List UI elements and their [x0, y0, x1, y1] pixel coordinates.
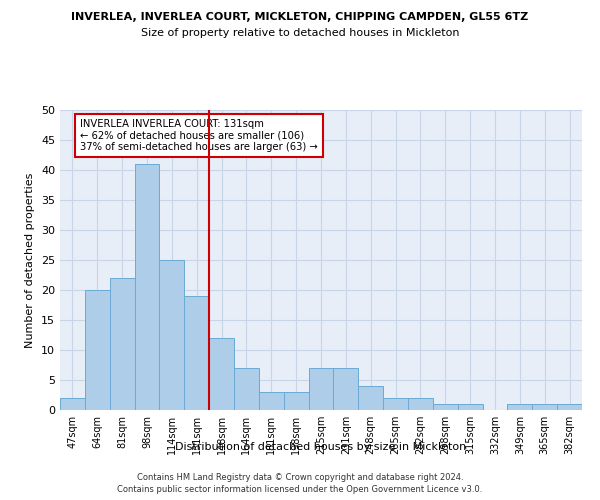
- Text: Size of property relative to detached houses in Mickleton: Size of property relative to detached ho…: [141, 28, 459, 38]
- Bar: [557, 404, 582, 410]
- Text: Contains public sector information licensed under the Open Government Licence v3: Contains public sector information licen…: [118, 485, 482, 494]
- Bar: [134, 164, 160, 410]
- Y-axis label: Number of detached properties: Number of detached properties: [25, 172, 35, 348]
- Bar: [110, 278, 134, 410]
- Text: INVERLEA, INVERLEA COURT, MICKLETON, CHIPPING CAMPDEN, GL55 6TZ: INVERLEA, INVERLEA COURT, MICKLETON, CHI…: [71, 12, 529, 22]
- Bar: [383, 398, 408, 410]
- Bar: [160, 260, 184, 410]
- Text: Distribution of detached houses by size in Mickleton: Distribution of detached houses by size …: [175, 442, 467, 452]
- Bar: [85, 290, 110, 410]
- Bar: [408, 398, 433, 410]
- Bar: [358, 386, 383, 410]
- Bar: [60, 398, 85, 410]
- Bar: [284, 392, 308, 410]
- Bar: [433, 404, 458, 410]
- Bar: [508, 404, 532, 410]
- Bar: [209, 338, 234, 410]
- Text: Contains HM Land Registry data © Crown copyright and database right 2024.: Contains HM Land Registry data © Crown c…: [137, 472, 463, 482]
- Bar: [184, 296, 209, 410]
- Bar: [334, 368, 358, 410]
- Bar: [259, 392, 284, 410]
- Bar: [308, 368, 334, 410]
- Bar: [234, 368, 259, 410]
- Bar: [532, 404, 557, 410]
- Bar: [458, 404, 482, 410]
- Text: INVERLEA INVERLEA COURT: 131sqm
← 62% of detached houses are smaller (106)
37% o: INVERLEA INVERLEA COURT: 131sqm ← 62% of…: [80, 119, 317, 152]
